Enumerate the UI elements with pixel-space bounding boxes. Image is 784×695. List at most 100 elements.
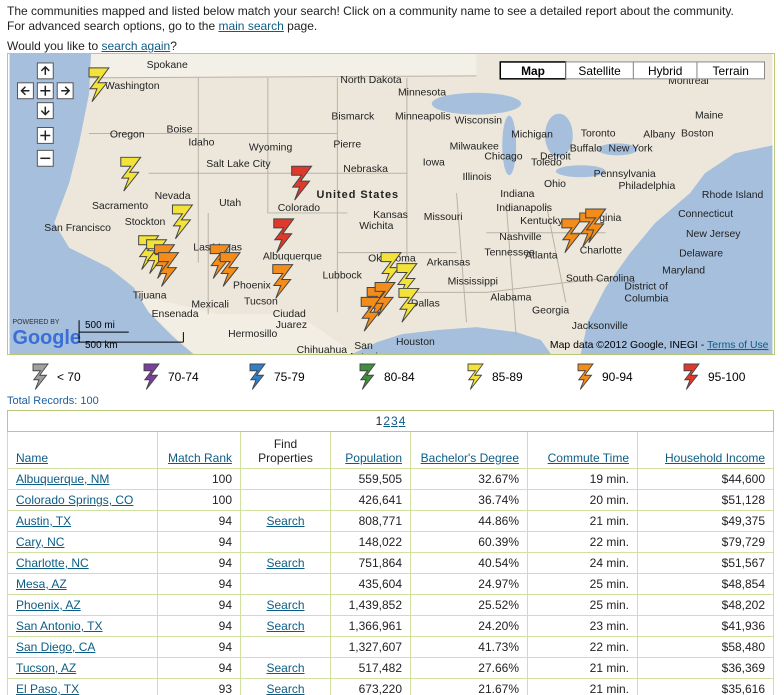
map-label: Michigan xyxy=(511,129,553,140)
cell-text: 44.86% xyxy=(478,514,519,528)
community-link[interactable]: Cary, NC xyxy=(16,535,65,549)
map-type-button[interactable] xyxy=(696,61,766,80)
legend-icon xyxy=(143,363,160,390)
map-marker[interactable] xyxy=(273,218,295,253)
map-label: San xyxy=(354,341,373,352)
map-marker[interactable] xyxy=(398,287,420,323)
community-link[interactable]: Colorado Springs, CO xyxy=(16,493,134,507)
cell-income: $79,729 xyxy=(636,531,775,553)
text: page. xyxy=(283,19,318,33)
map-label: Indiana xyxy=(500,189,534,200)
column-header-text[interactable]: Commute Time xyxy=(547,451,629,465)
map-type-label[interactable]: Terrain xyxy=(713,64,749,78)
column-header-text: Find Properties xyxy=(258,437,313,465)
cell-income: $44,600 xyxy=(636,468,775,490)
search-link[interactable]: Search xyxy=(266,682,305,695)
cell-text: 36.74% xyxy=(478,493,519,507)
cell-text: $48,854 xyxy=(721,577,766,591)
cell-text: $41,936 xyxy=(721,619,766,633)
map-label: Stockton xyxy=(125,217,166,228)
map-label: Houston xyxy=(396,337,435,348)
page-link[interactable]: 2 xyxy=(383,414,391,428)
map-marker[interactable] xyxy=(158,252,180,287)
column-header-text[interactable]: Name xyxy=(16,451,49,465)
map-label: Albuquerque xyxy=(263,252,322,263)
search-link[interactable]: Search xyxy=(266,619,305,633)
terms-link[interactable]: Terms of Use xyxy=(707,340,769,351)
community-link[interactable]: San Diego, CA xyxy=(16,640,96,654)
map-marker[interactable] xyxy=(171,204,194,240)
cell-text: 435,604 xyxy=(358,577,402,591)
cell-name: Mesa, AZ xyxy=(7,573,158,595)
map[interactable]: Spokane Washington Oregon Boise Idaho Wyoming… xyxy=(7,53,775,355)
cell-find xyxy=(240,489,331,511)
cell-text: 94 xyxy=(218,598,232,612)
column-header-text[interactable]: Match Rank xyxy=(167,451,232,465)
community-link[interactable]: Charlotte, NC xyxy=(16,556,89,570)
map-type-label[interactable]: Map xyxy=(521,64,545,78)
pan-control[interactable] xyxy=(16,62,74,167)
cell-text: 23 min. xyxy=(589,619,629,633)
search-link[interactable]: Search xyxy=(266,661,305,675)
column-header-text[interactable]: Bachelor's Degree xyxy=(420,451,519,465)
cell-commute: 21 min. xyxy=(527,657,638,679)
page-link[interactable]: 4 xyxy=(398,414,406,428)
search-link[interactable]: Search xyxy=(266,514,305,528)
table-row: El Paso, TX 93 Search 673,220 21.67% 21 min. $… xyxy=(7,678,775,695)
cell-text: 20 min. xyxy=(589,493,629,507)
community-link[interactable]: San Antonio, TX xyxy=(16,619,103,633)
map-label: Spokane xyxy=(147,60,188,71)
cell-name: San Antonio, TX xyxy=(7,615,158,637)
map-markers xyxy=(88,67,607,332)
cell-population: 435,604 xyxy=(330,573,411,595)
cell-income: $36,369 xyxy=(636,657,775,679)
table-row: Cary, NC 94 148,022 60.39% 22 min. $79,729 xyxy=(7,531,775,553)
community-link[interactable]: Albuquerque, NM xyxy=(16,472,110,486)
map-label: Virginia xyxy=(587,213,622,224)
legend-icon xyxy=(249,363,266,390)
cell-income: $49,375 xyxy=(636,510,775,532)
cell-population: 673,220 xyxy=(330,678,411,695)
cell-population: 517,482 xyxy=(330,657,411,679)
map-marker[interactable] xyxy=(291,165,313,201)
map-marker[interactable] xyxy=(561,218,583,253)
map-type-control[interactable]: Map Satellite Hybrid Terrain xyxy=(499,61,766,80)
community-link[interactable]: Phoenix, AZ xyxy=(16,598,81,612)
legend-icon xyxy=(577,363,594,390)
map-marker[interactable] xyxy=(380,252,402,287)
intro-line: For advanced search options, go to the m… xyxy=(7,19,734,34)
map-label: Pierre xyxy=(333,139,361,150)
cell-name: Tucson, AZ xyxy=(7,657,158,679)
map-marker[interactable] xyxy=(88,67,110,102)
community-link[interactable]: El Paso, TX xyxy=(16,682,80,695)
cell-income: $51,567 xyxy=(636,552,775,574)
map-marker[interactable] xyxy=(585,208,607,244)
map-label: Rhode Island xyxy=(702,190,764,201)
map-marker[interactable] xyxy=(219,252,241,287)
map-label: South Carolina xyxy=(566,273,635,284)
community-link[interactable]: Mesa, AZ xyxy=(16,577,67,591)
community-link[interactable]: Tucson, AZ xyxy=(16,661,77,675)
map-type-label[interactable]: Hybrid xyxy=(648,64,682,78)
map-type-label[interactable]: Satellite xyxy=(578,64,621,78)
scale-label: 500 mi xyxy=(85,320,115,331)
map-label: Tijuana xyxy=(133,290,167,301)
legend-label: 85-89 xyxy=(492,370,523,384)
main-search-link[interactable]: main search xyxy=(218,19,284,33)
map-marker[interactable] xyxy=(272,264,294,299)
column-header-text[interactable]: Population xyxy=(345,451,402,465)
search-link[interactable]: Search xyxy=(266,598,305,612)
community-link[interactable]: Austin, TX xyxy=(16,514,72,528)
pagination: 1234 xyxy=(6,410,775,432)
page-link[interactable]: 3 xyxy=(391,414,398,428)
map-marker[interactable] xyxy=(120,156,142,192)
search-link[interactable]: Search xyxy=(266,556,305,570)
cell-text: 559,505 xyxy=(358,472,402,486)
map-label: Atlanta xyxy=(525,251,558,262)
legend-label: 70-74 xyxy=(168,370,199,384)
map-marker[interactable] xyxy=(360,296,383,332)
map-marker[interactable] xyxy=(374,281,396,317)
text: ? xyxy=(170,39,177,53)
search-again-link[interactable]: search again xyxy=(101,39,171,53)
column-header-text[interactable]: Household Income xyxy=(664,451,766,465)
